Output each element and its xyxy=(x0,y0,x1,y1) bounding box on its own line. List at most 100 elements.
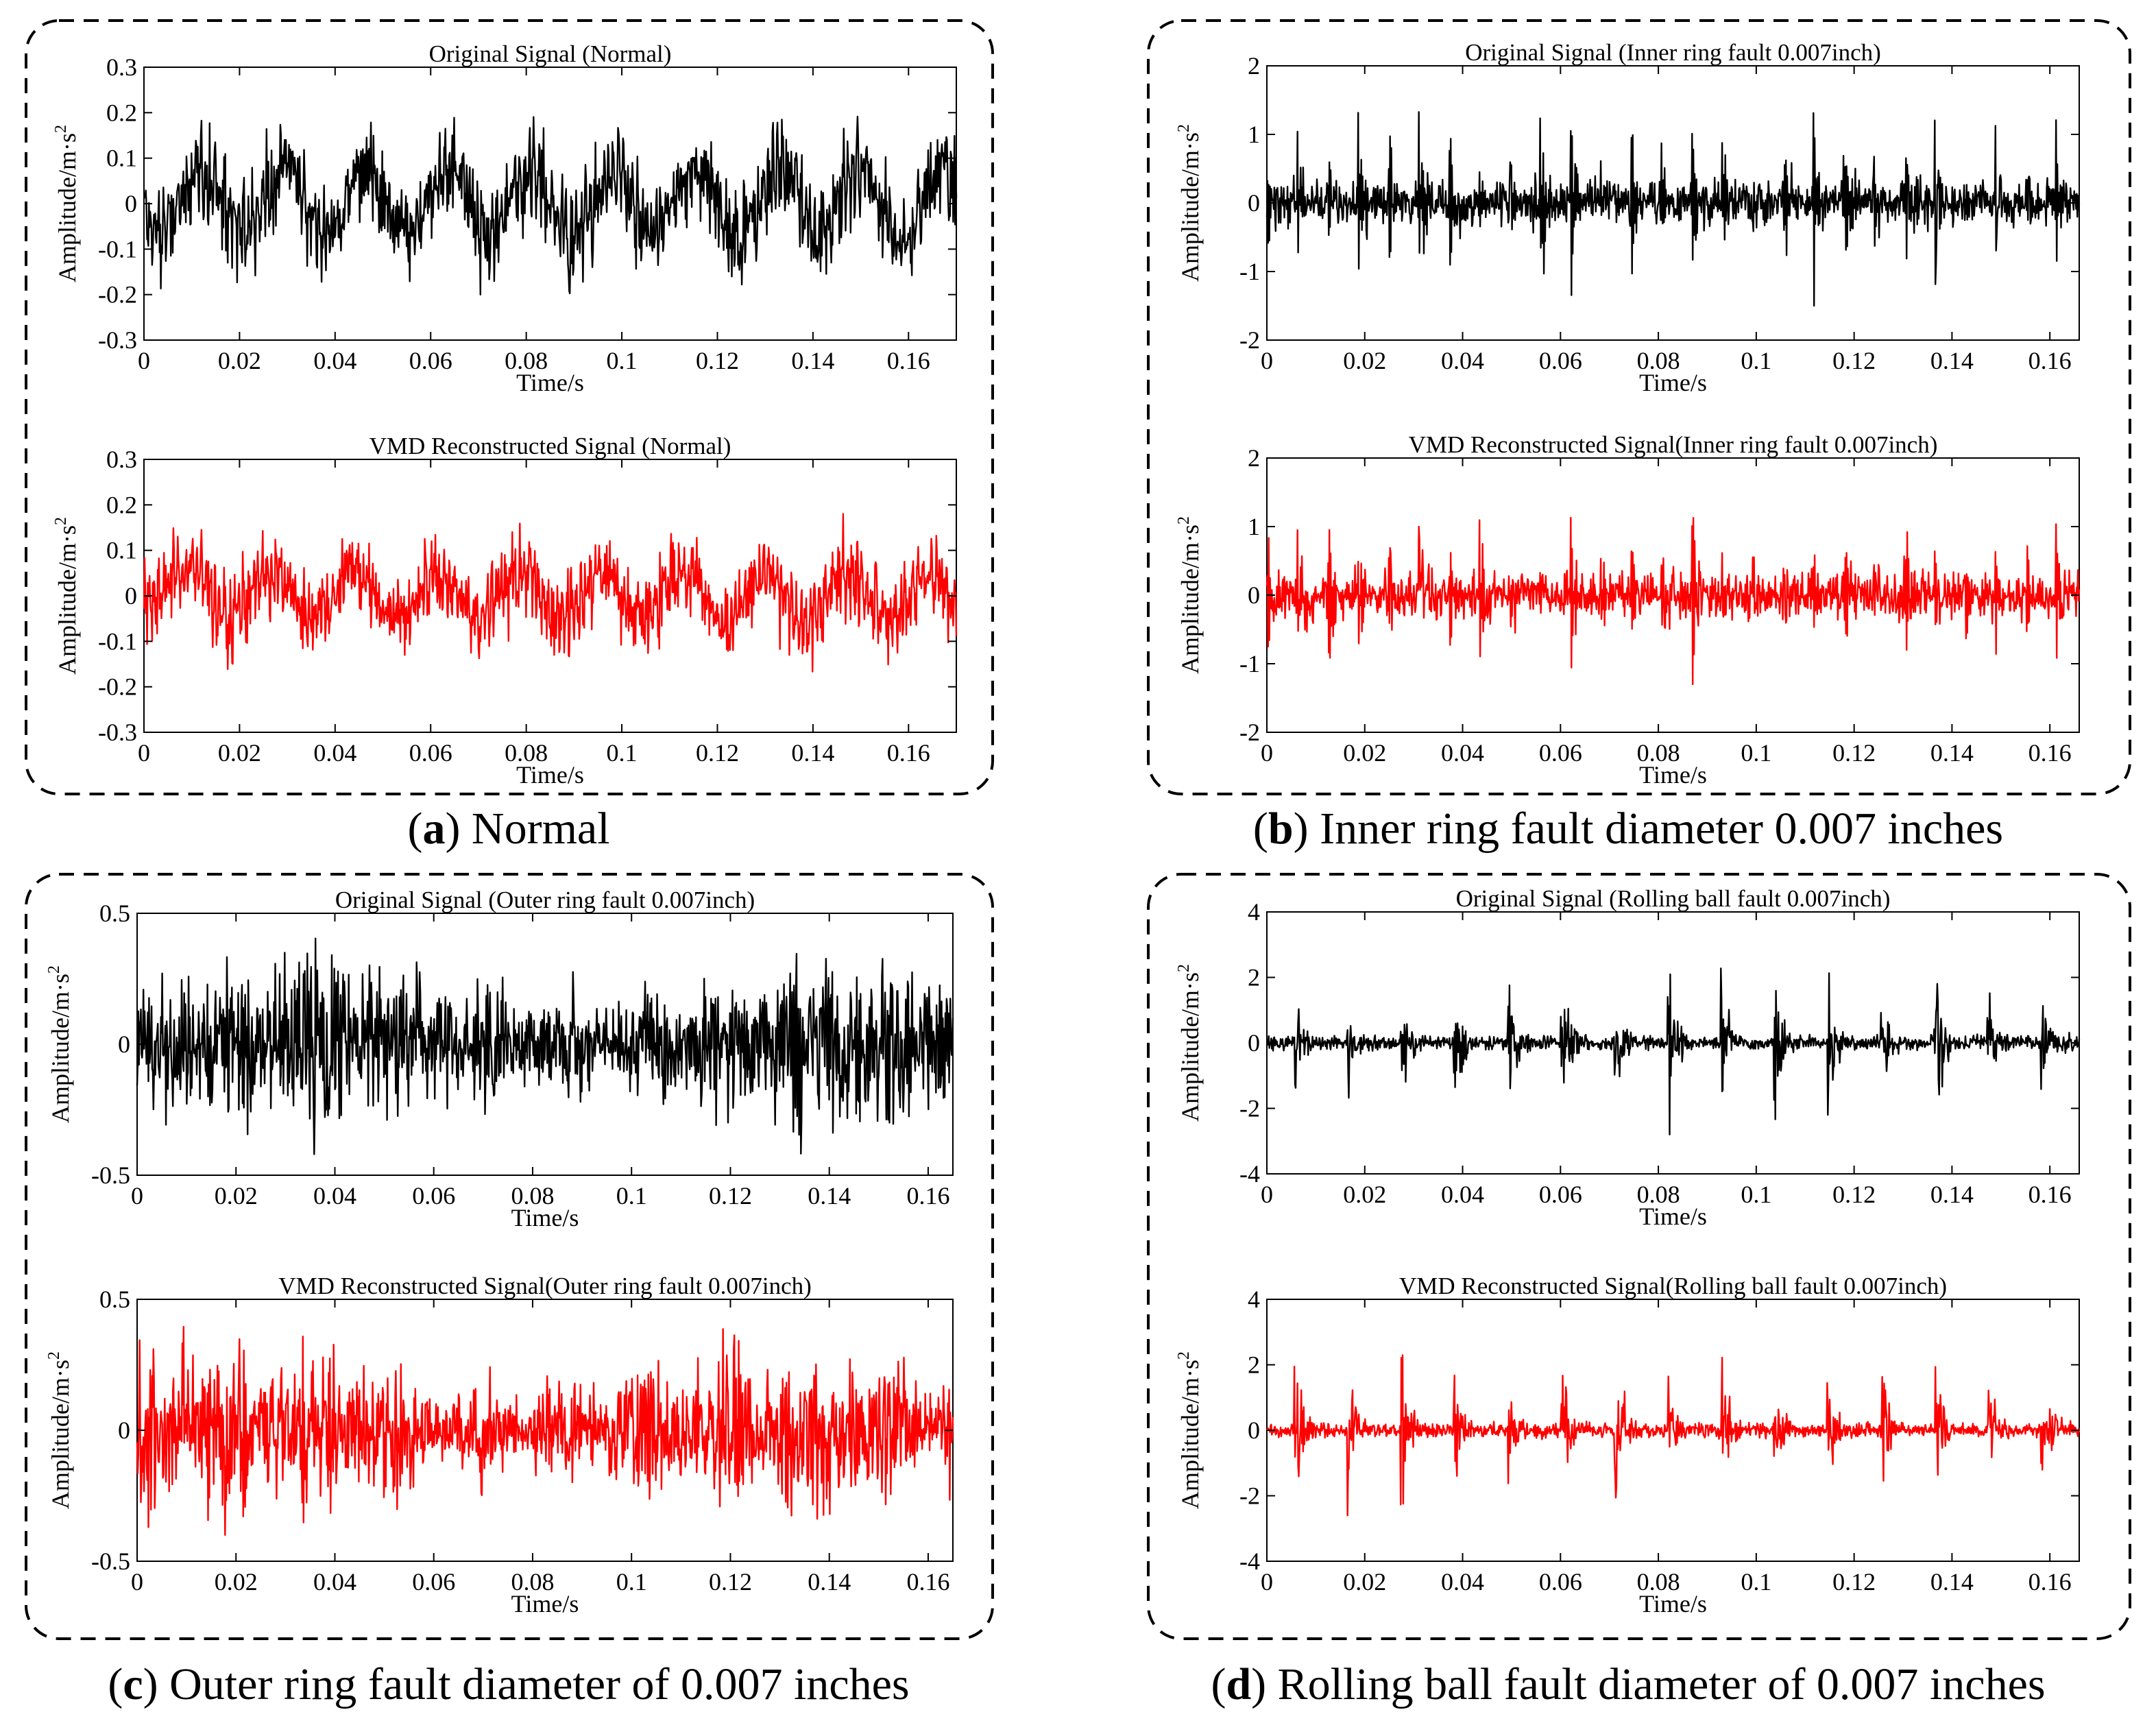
y-axis-label: Amplitude/m·s2 xyxy=(45,1351,74,1509)
caption-letter: a xyxy=(422,804,445,854)
x-tick-label: 0.16 xyxy=(2028,1181,2072,1208)
x-tick-label: 0.1 xyxy=(607,347,638,374)
x-tick-label: 0.04 xyxy=(1441,1181,1484,1208)
x-tick-label: 0.08 xyxy=(1637,739,1680,767)
x-tick-label: 0.1 xyxy=(616,1568,647,1596)
x-tick-label: 0.16 xyxy=(906,1182,949,1209)
x-tick-label: 0.14 xyxy=(1930,739,1974,767)
y-tick-label: 0 xyxy=(1248,1029,1260,1057)
x-axis-label: Time/s xyxy=(1639,369,1707,396)
panel-border xyxy=(1147,873,2131,1640)
x-tick-label: 0.06 xyxy=(409,347,452,374)
y-axis-label: Amplitude/m·s2 xyxy=(52,517,81,675)
y-tick-label: 2 xyxy=(1248,52,1260,80)
y-tick-label: 0.1 xyxy=(106,145,137,172)
y-axis-label: Amplitude/m·s2 xyxy=(52,125,81,282)
y-axis-label-superscript: 2 xyxy=(45,965,63,974)
x-tick-label: 0.02 xyxy=(1343,1568,1386,1596)
y-tick-label: -1 xyxy=(1239,258,1260,285)
y-axis-label-superscript: 2 xyxy=(1175,964,1193,972)
x-tick-label: 0.14 xyxy=(1930,347,1974,374)
x-tick-label: 0 xyxy=(131,1568,143,1596)
x-tick-label: 0.16 xyxy=(906,1568,949,1596)
plot-title: VMD Reconstructed Signal(Outer ring faul… xyxy=(278,1273,812,1299)
signal-line-original xyxy=(1265,111,2081,307)
x-tick-label: 0.14 xyxy=(1930,1568,1974,1596)
y-tick-label: 0.2 xyxy=(106,99,137,126)
x-tick-label: 0.16 xyxy=(2028,739,2072,767)
signal-line-reconstructed xyxy=(1265,1354,2081,1517)
y-tick-label: -0.3 xyxy=(98,326,137,354)
panel-border xyxy=(1147,19,2131,795)
panel-caption: (b) Inner ring fault diameter 0.007 inch… xyxy=(1253,804,2003,854)
x-tick-label: 0 xyxy=(1261,1181,1273,1208)
plot-title: Original Signal (Normal) xyxy=(429,40,672,67)
x-tick-label: 0 xyxy=(1261,1568,1273,1596)
y-tick-label: -2 xyxy=(1239,1482,1260,1510)
y-tick-label: 0.5 xyxy=(99,1286,130,1313)
y-axis-label-superscript: 2 xyxy=(52,517,70,525)
vmd-reconstructed-plot: 0 0.02 0.04 0.06 0.08 0.1 0.12 0.14 0.16 -4 -2 0 2 4 V… xyxy=(1175,1273,2081,1617)
y-tick-label: -2 xyxy=(1239,719,1260,746)
y-tick-label: 4 xyxy=(1248,1286,1260,1313)
x-axis-label: Time/s xyxy=(1639,761,1707,789)
y-tick-label: 0.3 xyxy=(106,53,137,81)
x-tick-label: 0.02 xyxy=(215,1568,258,1596)
x-tick-label: 0.06 xyxy=(1539,347,1582,374)
plot-title: Original Signal (Inner ring fault 0.007i… xyxy=(1465,39,1881,66)
vmd-reconstructed-plot: 0 0.02 0.04 0.06 0.08 0.1 0.12 0.14 0.16-0.500.5… xyxy=(45,1273,954,1617)
y-tick-label: 0.2 xyxy=(106,491,137,518)
x-tick-label: 0 xyxy=(138,347,150,374)
x-tick-label: 0.1 xyxy=(1741,739,1771,767)
plot-title: VMD Reconstructed Signal(Rolling ball fa… xyxy=(1399,1273,1947,1299)
x-tick-label: 0.1 xyxy=(1741,347,1771,374)
x-tick-label: 0.14 xyxy=(808,1568,851,1596)
panel-c: (c) Outer ring fault diameter of 0.007 i… xyxy=(25,873,994,1709)
x-tick-label: 0.06 xyxy=(412,1568,455,1596)
y-axis-label-text: Amplitude/m·s xyxy=(1176,1360,1204,1509)
y-tick-label: 2 xyxy=(1248,964,1260,991)
y-axis-label-text: Amplitude/m·s xyxy=(53,133,81,282)
x-tick-label: 0.12 xyxy=(696,739,739,767)
y-tick-label: 0 xyxy=(118,1417,130,1444)
x-tick-label: 0.14 xyxy=(791,347,834,374)
panel-border xyxy=(25,873,994,1640)
y-axis-label-text: Amplitude/m·s xyxy=(47,974,74,1123)
y-tick-label: 0 xyxy=(1248,581,1260,609)
x-tick-label: 0.12 xyxy=(709,1182,752,1209)
x-axis-label: Time/s xyxy=(1639,1203,1707,1230)
x-tick-label: 0 xyxy=(138,739,150,767)
y-tick-label: -1 xyxy=(1239,650,1260,677)
original-signal-plot: 0 0.02 0.04 0.06 0.08 0.1 0.12 0.14 0.16 -2 -1 0 1 2 O… xyxy=(1175,39,2081,396)
y-axis-label-superscript: 2 xyxy=(1175,516,1193,525)
x-tick-label: 0.04 xyxy=(1441,347,1484,374)
y-tick-label: 0 xyxy=(1248,189,1260,217)
y-axis-label-superscript: 2 xyxy=(1175,124,1193,132)
x-tick-label: 0.14 xyxy=(808,1182,851,1209)
x-tick-label: 0 xyxy=(1261,739,1273,767)
x-tick-label: 0.02 xyxy=(218,347,261,374)
x-axis-label: Time/s xyxy=(516,761,584,789)
signal-line-reconstructed xyxy=(143,513,958,673)
x-tick-label: 0.04 xyxy=(313,739,356,767)
x-tick-label: 0.06 xyxy=(412,1182,455,1209)
caption-text: Rolling ball fault diameter of 0.007 inc… xyxy=(1278,1659,2046,1709)
y-tick-label: -2 xyxy=(1239,326,1260,354)
y-tick-label: -0.5 xyxy=(91,1162,130,1189)
y-axis-label-text: Amplitude/m·s xyxy=(1176,132,1204,282)
signal-line-reconstructed xyxy=(136,1325,954,1536)
signal-line-reconstructed xyxy=(1265,516,2081,686)
vmd-reconstructed-plot: 0 0.02 0.04 0.06 0.08 0.1 0.12 0.14 0.16-0.3-0.2… xyxy=(52,433,958,789)
y-axis-label-text: Amplitude/m·s xyxy=(1176,525,1204,674)
original-signal-plot: 0 0.02 0.04 0.06 0.08 0.1 0.12 0.14 0.16-0.500.5… xyxy=(45,887,954,1231)
x-tick-label: 0.14 xyxy=(1930,1181,1974,1208)
x-tick-label: 0.12 xyxy=(1832,1568,1876,1596)
panel-caption: (a) Normal xyxy=(407,804,609,854)
x-tick-label: 0.16 xyxy=(2028,1568,2072,1596)
y-tick-label: -2 xyxy=(1239,1095,1260,1122)
x-tick-label: 0.02 xyxy=(1343,1181,1386,1208)
caption-text: Outer ring fault diameter of 0.007 inche… xyxy=(169,1659,910,1709)
caption-paren-open: ( xyxy=(407,804,422,854)
x-tick-label: 0.06 xyxy=(1539,1181,1582,1208)
